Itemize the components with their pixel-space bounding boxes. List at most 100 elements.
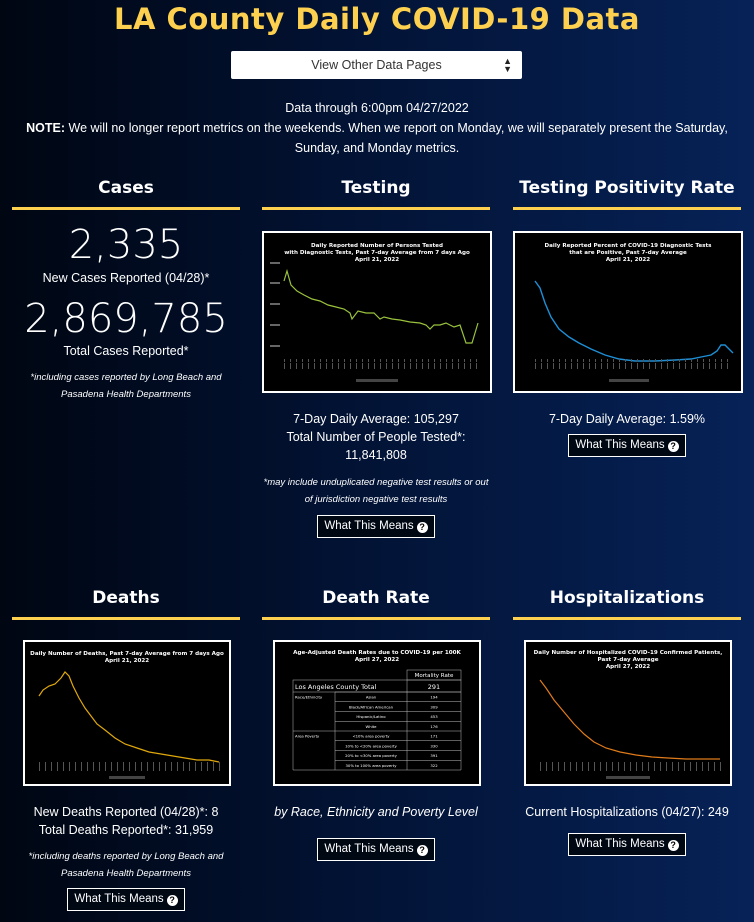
hospitalizations-chart: Daily Number of Hospitalized COVID-19 Co…	[524, 640, 732, 786]
positivity-series-line	[534, 280, 734, 362]
death-rate-caption: by Race, Ethnicity and Poverty Level	[274, 805, 478, 819]
question-icon: ?	[667, 441, 679, 452]
hospitalizations-x-ticks	[540, 762, 722, 772]
question-icon: ?	[166, 895, 178, 906]
testing-x-ticks	[284, 359, 480, 369]
cases-footnote: *including cases reported by Long Beach …	[30, 372, 222, 400]
positivity-legend	[609, 379, 649, 382]
data-pages-select[interactable]: View Other Data Pages ▲ ▼	[231, 51, 522, 79]
deaths-heading: Deaths	[12, 588, 240, 620]
death-rate-row-label: Black/African American	[349, 704, 394, 709]
death-rate-button-label: What This Means	[324, 843, 414, 855]
testing-chart-title-3: April 21, 2022	[355, 257, 399, 263]
testing-series-line	[283, 268, 479, 344]
testing-info: 7-Day Daily Average: 105,297 Total Numbe…	[262, 410, 490, 538]
death-rate-group-label: Area Poverty	[295, 734, 320, 739]
hospitalizations-what-this-means-button[interactable]: What This Means?	[568, 833, 686, 856]
select-caret-icon: ▲ ▼	[503, 56, 512, 74]
positivity-chart-title-1: Daily Reported Percent of COVID-19 Diagn…	[544, 243, 712, 249]
cases-heading: Cases	[12, 178, 240, 210]
death-rate-row-label: <10% area poverty	[352, 734, 390, 739]
hospitalizations-info: Current Hospitalizations (04/27): 249 Wh…	[513, 803, 741, 856]
testing-what-this-means-button[interactable]: What This Means?	[317, 515, 435, 538]
death-rate-row-value: 194	[430, 695, 438, 700]
testing-chart-svg: Daily Reported Number of Persons Tested …	[270, 243, 480, 382]
positivity-chart-title-2: that are Positive, Past 7-day Average	[569, 250, 687, 256]
hospitalizations-legend	[606, 776, 650, 779]
positivity-x-ticks	[535, 359, 731, 369]
death-rate-title-1: Age-Adjusted Death Rates due to COVID-19…	[293, 650, 461, 656]
data-through-text: Data through 6:00pm 04/27/2022	[285, 101, 469, 115]
testing-footnote: *may include unduplicated negative test …	[263, 477, 489, 505]
testing-legend	[356, 379, 398, 382]
positivity-button-label: What This Means	[575, 439, 665, 451]
death-rate-total-value: 291	[428, 683, 440, 691]
death-rate-group-label: Race/Ethnicity	[295, 695, 323, 700]
testing-total-label: Total Number of People Tested*:	[286, 430, 466, 444]
death-rate-row-value: 453	[430, 714, 438, 719]
deaths-footnote: *including deaths reported by Long Beach…	[28, 851, 224, 879]
death-rate-row-label: Hispanic/Latino	[356, 714, 386, 719]
death-rate-row-label: White	[365, 724, 377, 729]
positivity-average: 7-Day Daily Average: 1.59%	[548, 412, 706, 426]
hospitalizations-chart-title-1: Daily Number of Hospitalized COVID-19 Co…	[534, 650, 723, 656]
deaths-x-ticks	[39, 762, 221, 772]
deaths-chart-svg: Daily Number of Deaths, Past 7-day Avera…	[30, 651, 224, 779]
death-rate-row-value: 171	[430, 734, 438, 739]
death-rate-column-header: Mortality Rate	[415, 673, 454, 679]
total-cases-value: 2,869,785	[24, 296, 228, 342]
positivity-heading: Testing Positivity Rate	[513, 178, 741, 210]
hospitalizations-chart-title-2: Past 7-day Average	[598, 657, 659, 663]
testing-average: 7-Day Daily Average: 105,297	[293, 412, 459, 426]
death-rate-row-label: 30% to 100% area poverty	[345, 763, 397, 768]
deaths-legend	[109, 776, 145, 779]
death-rate-row-label: 20% to <30% area poverty	[345, 753, 398, 758]
positivity-section: Testing Positivity Rate	[513, 178, 741, 210]
death-rate-svg: Age-Adjusted Death Rates due to COVID-19…	[292, 650, 462, 771]
testing-y-ticks	[270, 262, 280, 347]
select-label: View Other Data Pages	[311, 58, 442, 72]
testing-section: Testing	[262, 178, 490, 210]
testing-heading: Testing	[262, 178, 490, 210]
hospitalizations-current: Current Hospitalizations (04/27): 249	[525, 805, 729, 819]
hospitalizations-chart-svg: Daily Number of Hospitalized COVID-19 Co…	[534, 650, 723, 779]
deaths-chart-title-2: April 21, 2022	[105, 658, 149, 664]
hospitalizations-heading: Hospitalizations	[513, 588, 741, 620]
death-rate-rows: Race/Ethnicity Asian 194 Black/African Amer…	[293, 691, 461, 768]
death-rate-row-label: 10% to <20% area poverty	[345, 743, 398, 748]
death-rate-row-label: Asian	[366, 695, 377, 700]
death-rate-table-image: Age-Adjusted Death Rates due to COVID-19…	[273, 640, 481, 786]
hospitalizations-chart-title-3: April 27, 2022	[606, 664, 650, 670]
deaths-series-line	[38, 671, 220, 763]
note-body: We will no longer report metrics on the …	[65, 121, 728, 155]
positivity-chart-title-3: April 21, 2022	[606, 257, 650, 263]
deaths-chart-title-1: Daily Number of Deaths, Past 7-day Avera…	[30, 651, 224, 657]
note-text: NOTE: We will no longer report metrics o…	[0, 118, 754, 158]
testing-button-label: What This Means	[324, 520, 414, 532]
question-icon: ?	[667, 840, 679, 851]
death-rate-section: Death Rate	[262, 588, 490, 620]
death-rate-row-value: 322	[430, 763, 438, 768]
deaths-chart: Daily Number of Deaths, Past 7-day Avera…	[23, 640, 231, 786]
death-rate-row-value: 330	[430, 743, 438, 748]
question-icon: ?	[416, 845, 428, 856]
page-title: LA County Daily COVID-19 Data	[114, 2, 640, 36]
testing-total-value: 11,841,808	[345, 448, 407, 462]
notice-block: Data through 6:00pm 04/27/2022 NOTE: We …	[0, 98, 754, 158]
death-rate-info: by Race, Ethnicity and Poverty Level Wha…	[262, 803, 490, 861]
testing-chart-title-2: with Diagnostic Tests, Past 7-day Averag…	[284, 250, 470, 256]
hospitalizations-section: Hospitalizations	[513, 588, 741, 620]
deaths-what-this-means-button[interactable]: What This Means?	[67, 888, 185, 911]
positivity-info: 7-Day Daily Average: 1.59% What This Mea…	[513, 410, 741, 457]
positivity-what-this-means-button[interactable]: What This Means?	[568, 434, 686, 457]
testing-chart-title-1: Daily Reported Number of Persons Tested	[311, 243, 443, 249]
deaths-section: Deaths	[12, 588, 240, 620]
deaths-total: Total Deaths Reported*: 31,959	[38, 823, 214, 837]
deaths-button-label: What This Means	[74, 893, 164, 905]
death-rate-what-this-means-button[interactable]: What This Means?	[317, 838, 435, 861]
new-cases-label: New Cases Reported (04/28)*	[42, 271, 210, 285]
hospitalizations-button-label: What This Means	[575, 838, 665, 850]
death-rate-total-label: Los Angeles County Total	[295, 683, 376, 691]
deaths-info: New Deaths Reported (04/28)*: 8 Total De…	[12, 803, 240, 911]
total-cases-label: Total Cases Reported*	[63, 344, 189, 358]
